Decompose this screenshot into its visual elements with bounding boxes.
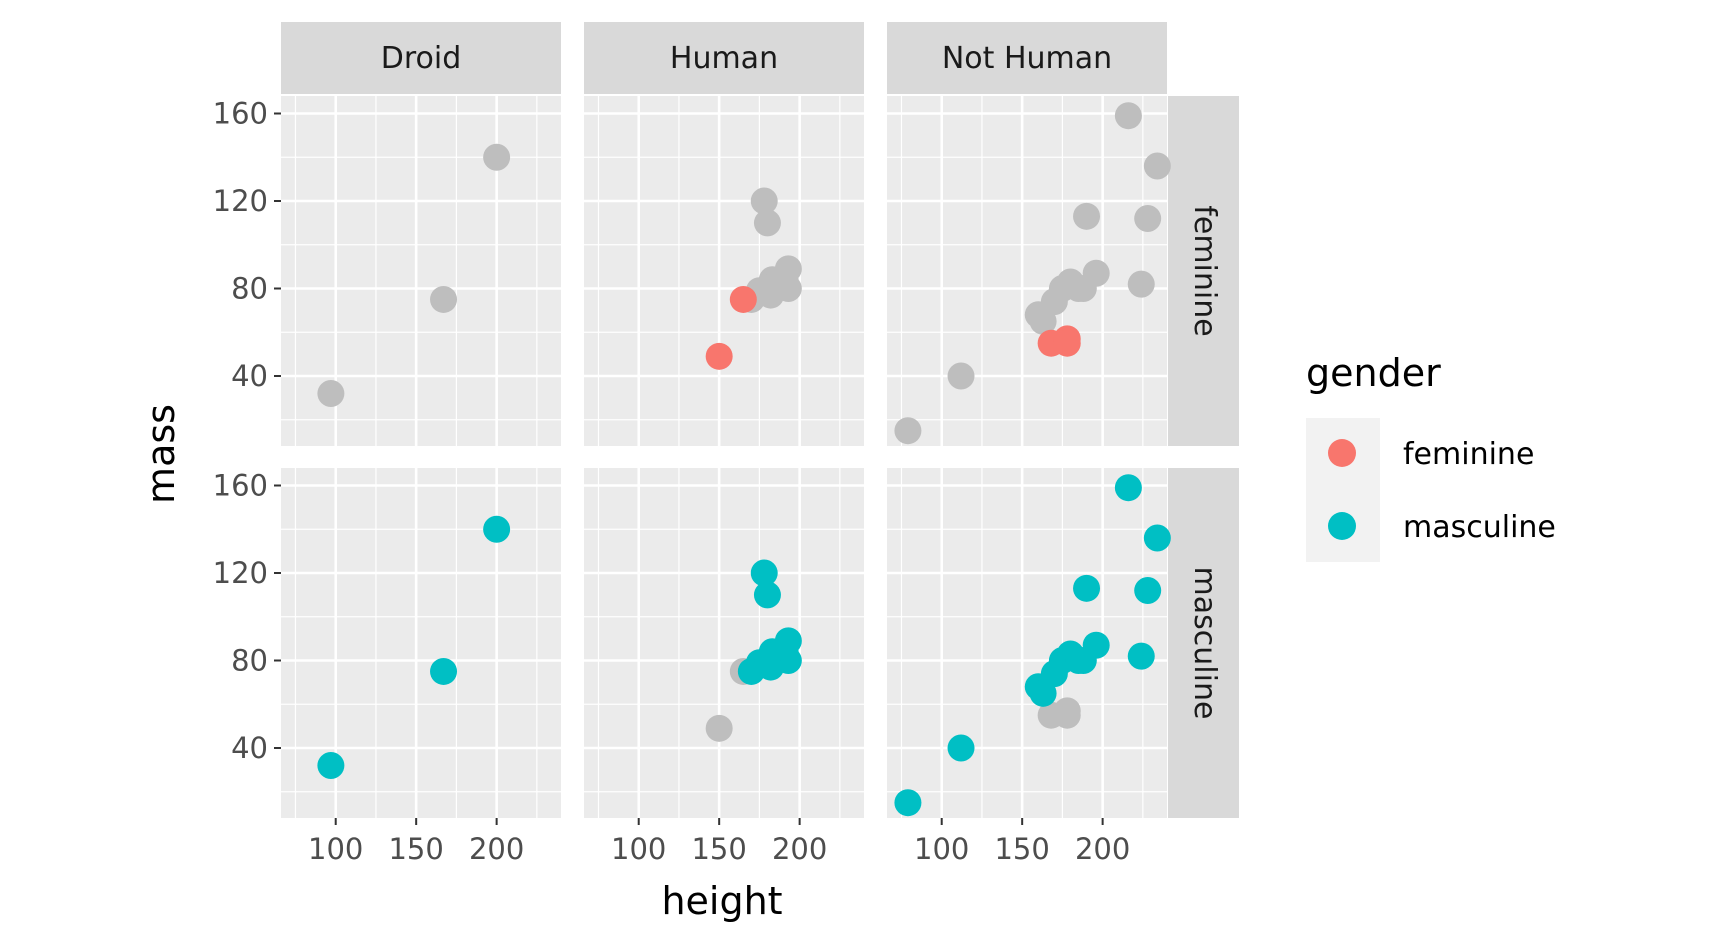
point-background: [774, 275, 802, 302]
y-tick-label: 120: [213, 184, 268, 218]
x-tick-label: 150: [994, 832, 1049, 866]
x-tick-label: 200: [1075, 832, 1130, 866]
y-tick-label: 120: [213, 556, 268, 590]
strip-masculine: [1168, 468, 1239, 818]
x-tick-label: 150: [388, 832, 443, 866]
point-background: [774, 255, 802, 283]
point-masculine: [753, 647, 781, 674]
y-tick-label: 160: [213, 97, 268, 131]
point-feminine: [729, 285, 757, 313]
y-tick-label: 80: [231, 644, 268, 678]
point-masculine: [1082, 631, 1110, 659]
strip-label-not-human: Not Human: [942, 41, 1112, 76]
y-tick-label: 40: [231, 359, 268, 393]
strip-label-feminine: feminine: [1187, 205, 1222, 336]
point-masculine: [1127, 642, 1155, 670]
point-background: [483, 143, 511, 171]
strip-label-human: Human: [670, 41, 778, 76]
legend-label-masculine: masculine: [1403, 510, 1556, 545]
point-feminine: [1053, 329, 1081, 357]
legend-key-masculine: [1328, 512, 1356, 540]
axis-ticks: 40 80 120 160 40 80 120 160 100 150 200 100 150 200 10…: [213, 97, 1131, 867]
point-background: [753, 209, 781, 237]
x-axis-title: height: [661, 879, 782, 923]
legend: gender feminine masculine: [1306, 351, 1556, 562]
x-tick-label: 100: [308, 832, 363, 866]
point-background: [317, 380, 345, 407]
point-background: [753, 275, 781, 302]
point-masculine: [1114, 474, 1142, 502]
panels: [281, 96, 1167, 818]
point-masculine: [894, 789, 922, 817]
point-masculine: [947, 734, 975, 762]
x-tick-label: 100: [914, 832, 969, 866]
point-background: [705, 714, 733, 742]
point-masculine: [1029, 679, 1057, 707]
point-masculine: [750, 559, 778, 587]
panel-not-human-masculine: [887, 468, 1167, 818]
point-background: [1082, 259, 1110, 287]
strip-label-droid: Droid: [381, 41, 462, 76]
strip-label-masculine: masculine: [1187, 567, 1222, 720]
point-masculine: [483, 515, 511, 543]
strip-droid: [281, 22, 561, 94]
point-background: [1143, 152, 1171, 180]
point-masculine: [1134, 577, 1162, 604]
strip-not-human: [887, 22, 1167, 94]
legend-title: gender: [1306, 351, 1441, 395]
legend-label-feminine: feminine: [1403, 437, 1534, 472]
point-background: [1134, 205, 1162, 232]
x-tick-label: 150: [691, 832, 746, 866]
y-tick-label: 40: [231, 731, 268, 765]
point-feminine: [705, 342, 733, 370]
point-background: [430, 285, 458, 313]
point-masculine: [430, 657, 458, 685]
points: [317, 102, 1171, 817]
facet-strips: Droid Human Not Human feminine masculine: [281, 22, 1239, 818]
point-background: [1053, 701, 1081, 729]
point-masculine: [317, 752, 345, 779]
point-background: [1114, 102, 1142, 130]
point-masculine: [774, 627, 802, 655]
point-background: [947, 362, 975, 390]
strip-feminine: [1168, 96, 1239, 446]
panel-human-masculine: [584, 468, 864, 818]
panel-human-feminine: [584, 96, 864, 446]
point-masculine: [1073, 574, 1101, 602]
point-background: [1029, 307, 1057, 335]
point-background: [1127, 270, 1155, 298]
point-background: [1073, 202, 1101, 230]
y-tick-label: 80: [231, 272, 268, 306]
x-tick-label: 100: [611, 832, 666, 866]
legend-key-feminine: [1328, 439, 1356, 467]
point-masculine: [774, 647, 802, 674]
point-background: [750, 187, 778, 215]
point-masculine: [1143, 524, 1171, 552]
x-tick-label: 200: [772, 832, 827, 866]
y-axis-title: mass: [139, 404, 183, 504]
y-tick-label: 160: [213, 469, 268, 503]
point-masculine: [753, 581, 781, 609]
point-background: [894, 417, 922, 445]
strip-human: [584, 22, 864, 94]
x-tick-label: 200: [469, 832, 524, 866]
panel-not-human-feminine: [887, 96, 1167, 446]
